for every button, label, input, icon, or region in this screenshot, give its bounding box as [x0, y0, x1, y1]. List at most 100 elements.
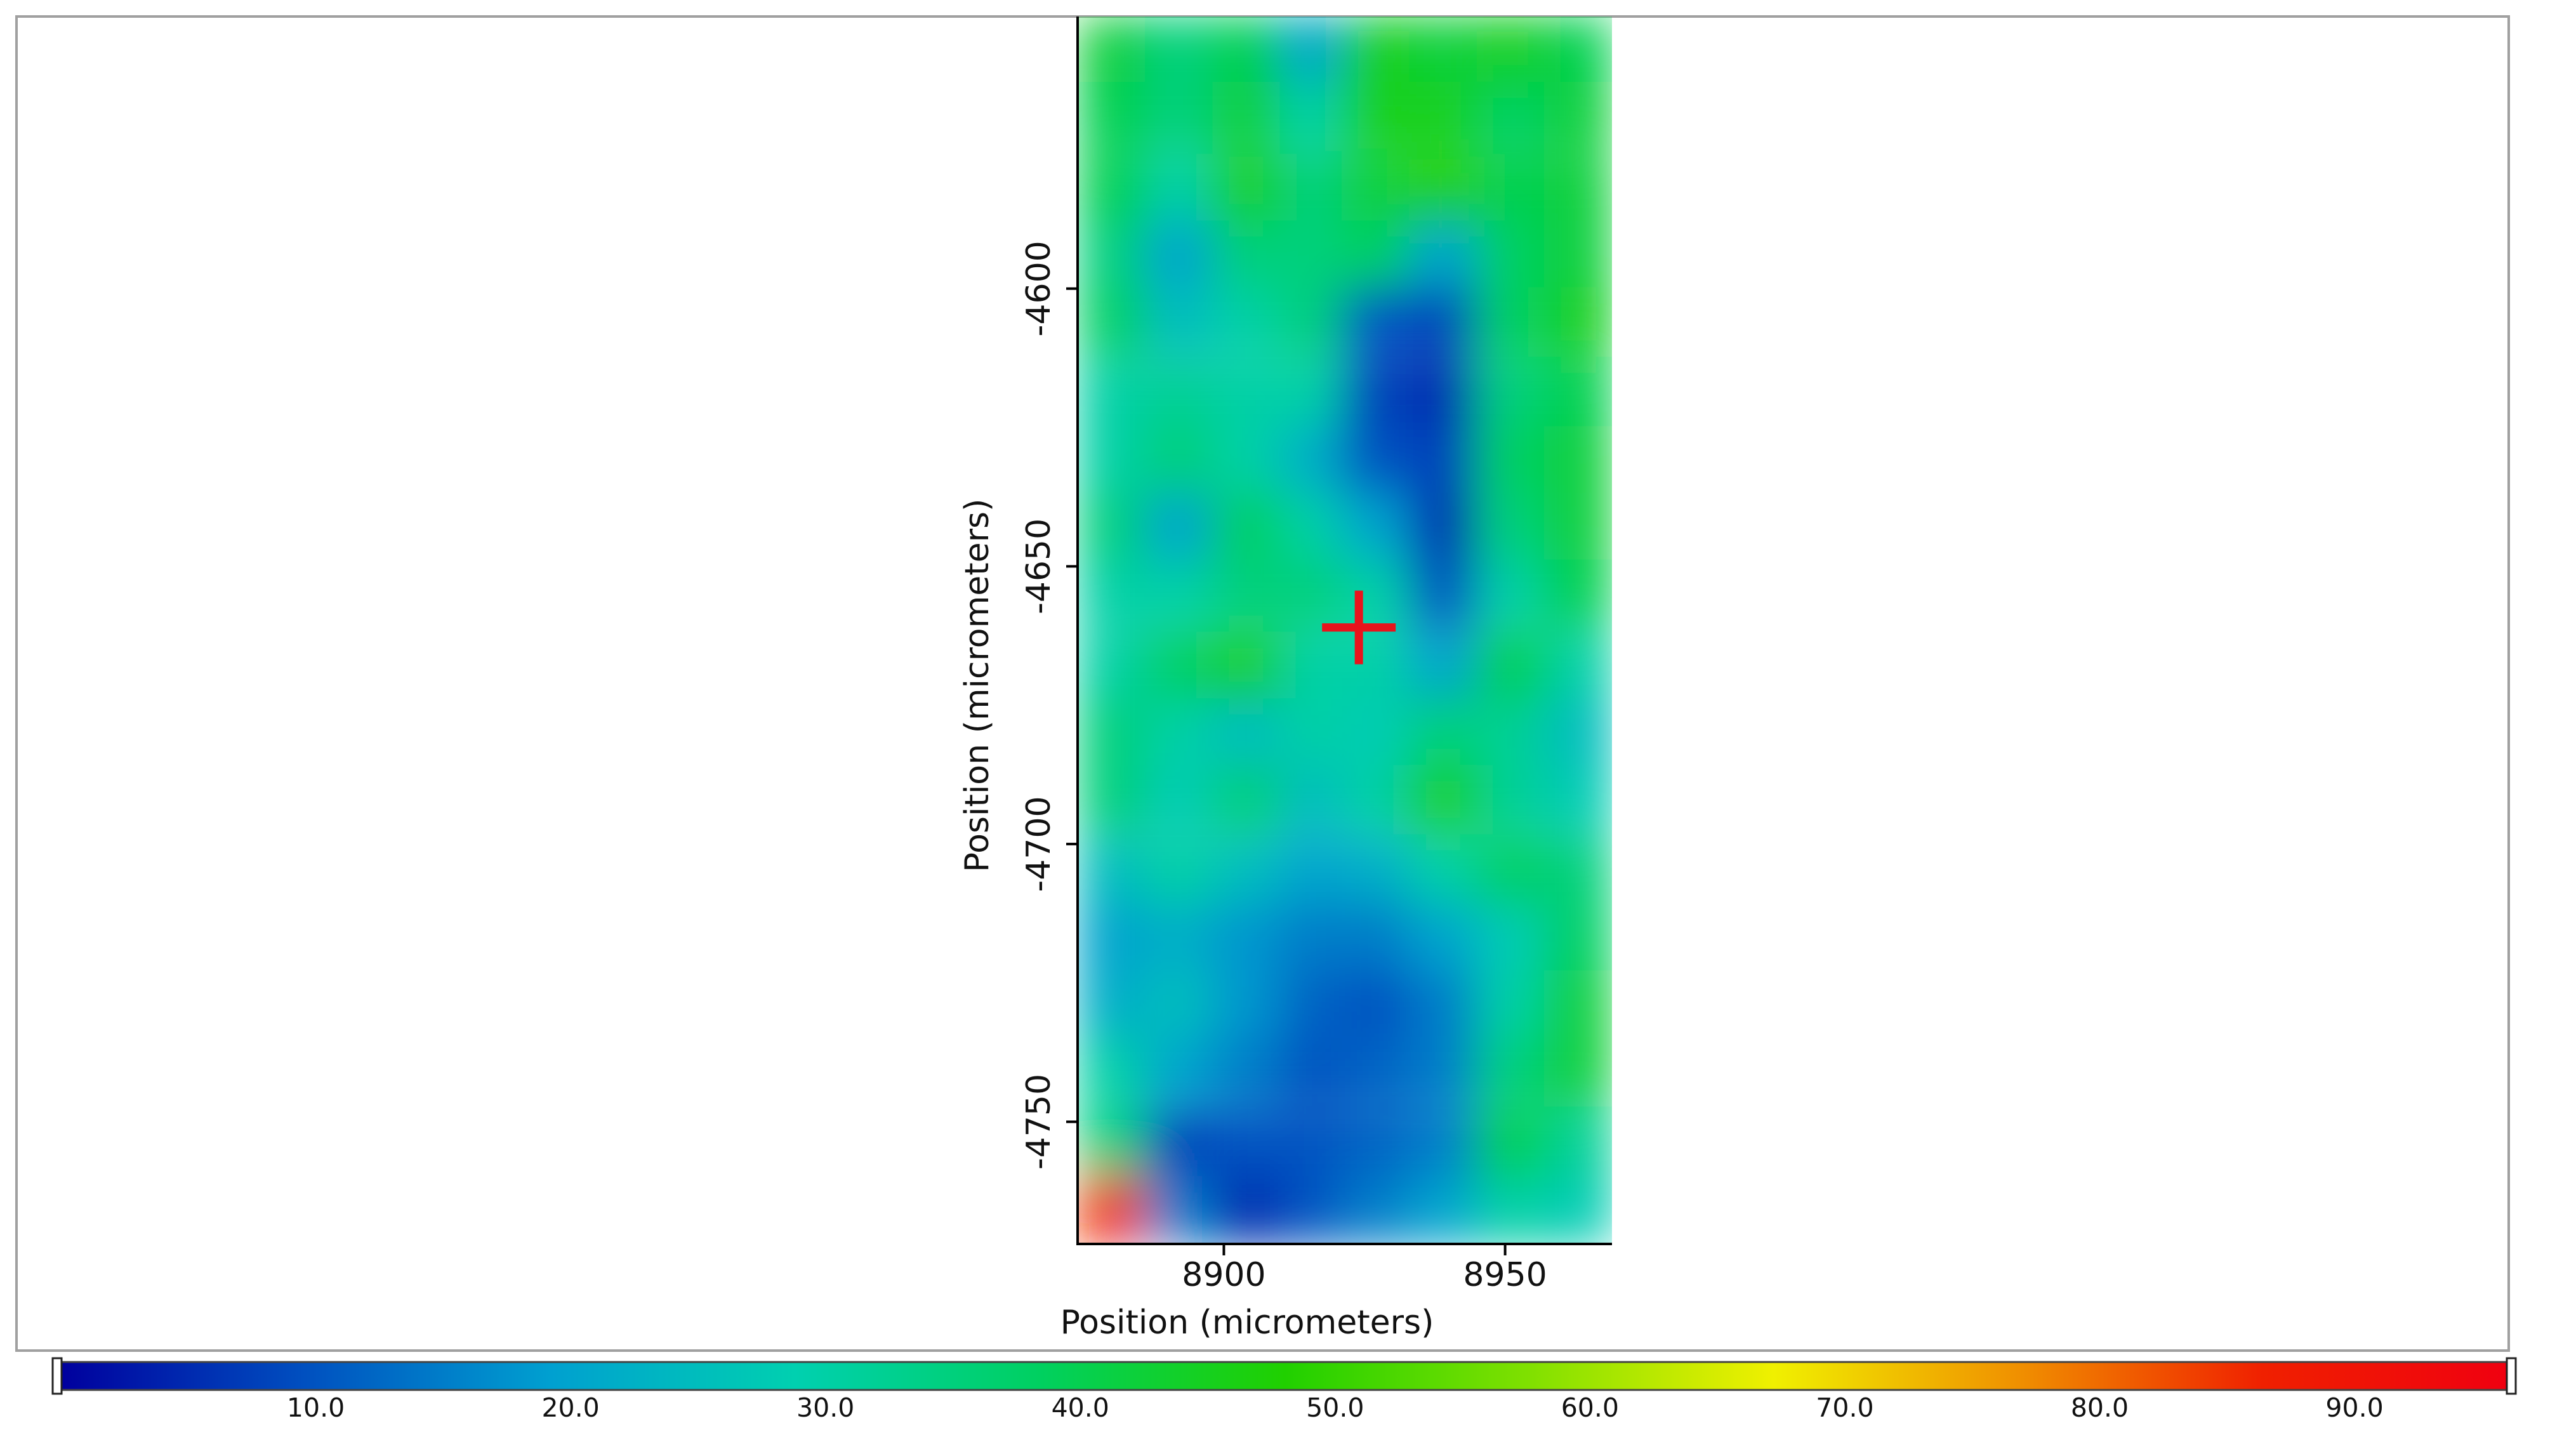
heatmap-cell	[1279, 559, 1348, 629]
colorbar-tick-label: 20.0	[541, 1392, 599, 1423]
heatmap-cell	[1078, 837, 1146, 907]
heatmap-cell	[1342, 220, 1410, 291]
heatmap-cell	[1342, 1175, 1410, 1244]
heatmap-cell	[1544, 17, 1612, 85]
heatmap-cell	[1279, 698, 1348, 768]
heatmap-cell	[1476, 17, 1545, 85]
heatmap-cell	[1342, 426, 1410, 496]
heatmap-cell	[1078, 220, 1146, 291]
heatmap-cell	[1544, 220, 1612, 291]
heatmap-cell	[1144, 359, 1213, 429]
heatmap-cell	[1279, 765, 1348, 835]
heatmap-cell	[1544, 559, 1612, 629]
heatmap-cell	[1409, 970, 1477, 1040]
heatmap-cell	[1279, 1109, 1348, 1179]
heatmap-cell	[1409, 837, 1477, 907]
heatmap-cell	[1078, 559, 1146, 629]
heatmap-cell	[1212, 903, 1281, 974]
heatmap-cell	[1144, 81, 1213, 152]
heatmap-cell	[1544, 765, 1612, 835]
heatmap-cell	[1409, 81, 1477, 152]
heatmap-cell	[1078, 1109, 1146, 1179]
heatmap-cell	[1342, 359, 1410, 429]
heatmap-cell	[1544, 1109, 1612, 1179]
heatmap-cell	[1342, 559, 1410, 629]
colorbar-tick-label: 50.0	[1306, 1392, 1364, 1423]
heatmap-cell	[1144, 1109, 1213, 1179]
heatmap-cell	[1144, 559, 1213, 629]
heatmap-cell	[1476, 154, 1545, 224]
heatmap-cell	[1544, 359, 1612, 429]
heatmap-cell	[1476, 970, 1545, 1040]
heatmap-cell	[1144, 220, 1213, 291]
heatmap-cell	[1409, 1036, 1477, 1107]
x-tick-label: 8900	[1182, 1256, 1265, 1294]
heatmap-cell	[1212, 17, 1281, 85]
heatmap-cell	[1409, 17, 1477, 85]
heatmap-cell	[1144, 765, 1213, 835]
heatmap-cell	[1476, 359, 1545, 429]
heatmap-cell	[1544, 903, 1612, 974]
heatmap-cell	[1476, 1109, 1545, 1179]
heatmap-cell	[1476, 287, 1545, 357]
heatmap-cell	[1212, 287, 1281, 357]
heatmap-cell	[1078, 1175, 1146, 1244]
heatmap-cell	[1212, 154, 1281, 224]
heatmap-cell	[1476, 559, 1545, 629]
heatmap-cell	[1544, 632, 1612, 701]
heatmap-cell	[1544, 154, 1612, 224]
heatmap-cell	[1342, 837, 1410, 907]
y-axis-title: Position (micrometers)	[958, 499, 996, 873]
x-tick-label: 8950	[1463, 1256, 1547, 1294]
colorbar-tick-label: 30.0	[796, 1392, 854, 1423]
heatmap-cell	[1279, 970, 1348, 1040]
heatmap-cell	[1544, 837, 1612, 907]
heatmap-cell	[1476, 426, 1545, 496]
heatmap-cell	[1078, 698, 1146, 768]
heatmap-cell	[1279, 220, 1348, 291]
heatmap-cell	[1279, 81, 1348, 152]
heatmap-cells	[1078, 17, 1612, 1244]
heatmap-cell	[1144, 1036, 1213, 1107]
heatmap-cell	[1476, 220, 1545, 291]
y-tick-label: -4600	[1020, 241, 1058, 336]
colorbar-tick-label: 90.0	[2325, 1392, 2383, 1423]
heatmap-cell	[1279, 837, 1348, 907]
heatmap-cell	[1078, 426, 1146, 496]
heatmap-cell	[1144, 426, 1213, 496]
heatmap-cell	[1409, 632, 1477, 701]
heatmap-cell	[1409, 154, 1477, 224]
heatmap-cell	[1279, 1175, 1348, 1244]
heatmap-cell	[1342, 632, 1410, 701]
heatmap-cell	[1078, 632, 1146, 701]
heatmap-cell	[1342, 493, 1410, 562]
heatmap-cell	[1544, 81, 1612, 152]
heatmap-cell	[1409, 426, 1477, 496]
heatmap-cell	[1212, 970, 1281, 1040]
y-tick-label: -4650	[1020, 519, 1058, 614]
heatmap-cell	[1144, 698, 1213, 768]
heatmap-cell	[1279, 493, 1348, 562]
heatmap-cell	[1342, 765, 1410, 835]
colorbar-tick-label: 70.0	[1816, 1392, 1873, 1423]
heatmap-cell	[1409, 287, 1477, 357]
heatmap-cell	[1212, 698, 1281, 768]
colorbar-handle[interactable]	[51, 1357, 63, 1395]
heatmap-cell	[1279, 154, 1348, 224]
heatmap	[1078, 17, 1612, 1244]
heatmap-cell	[1078, 359, 1146, 429]
heatmap-cell	[1342, 17, 1410, 85]
heatmap-cell	[1212, 220, 1281, 291]
colorbar	[60, 1361, 2509, 1391]
heatmap-cell	[1544, 1175, 1612, 1244]
colorbar-tick-label: 80.0	[2071, 1392, 2129, 1423]
heatmap-cell	[1476, 1175, 1545, 1244]
heatmap-cell	[1212, 359, 1281, 429]
heatmap-cell	[1476, 765, 1545, 835]
heatmap-cell	[1212, 632, 1281, 701]
heatmap-cell	[1279, 1036, 1348, 1107]
y-tick-label: -4700	[1020, 796, 1058, 892]
colorbar-handle[interactable]	[2506, 1357, 2517, 1395]
heatmap-cell	[1476, 698, 1545, 768]
